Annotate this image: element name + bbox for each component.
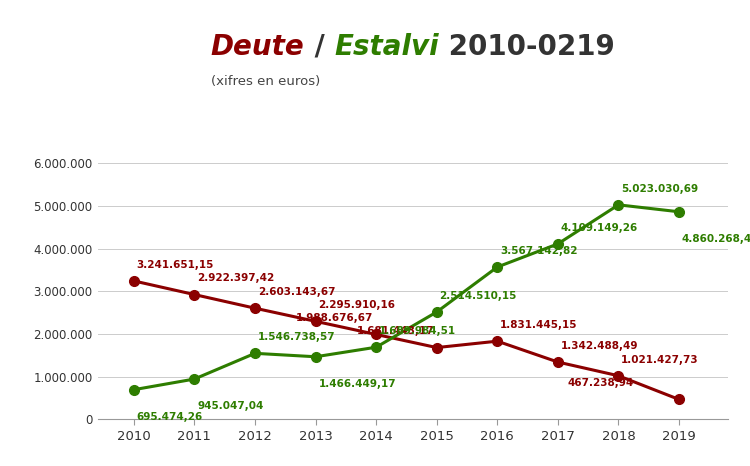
Text: /: / <box>304 33 334 61</box>
Text: 467.238,94: 467.238,94 <box>568 378 634 388</box>
Text: 1.342.488,49: 1.342.488,49 <box>561 341 638 351</box>
Text: 695.474,26: 695.474,26 <box>136 412 202 422</box>
Text: Estalvi: Estalvi <box>334 33 439 61</box>
Text: Deute: Deute <box>211 33 304 61</box>
Text: 2.514.510,15: 2.514.510,15 <box>440 291 517 301</box>
Text: 2.603.143,67: 2.603.143,67 <box>258 287 335 297</box>
Text: 5.023.030,69: 5.023.030,69 <box>621 184 698 194</box>
Text: 1.681.443,17: 1.681.443,17 <box>356 327 434 336</box>
Text: 1.988.676,67: 1.988.676,67 <box>296 313 374 323</box>
Text: 1.466.449,17: 1.466.449,17 <box>318 379 396 389</box>
Text: 2.295.910,16: 2.295.910,16 <box>318 300 395 310</box>
Text: 2010-0219: 2010-0219 <box>439 33 614 61</box>
Text: 4.109.149,26: 4.109.149,26 <box>561 223 638 233</box>
Text: 945.047,04: 945.047,04 <box>197 401 263 411</box>
Text: 1.546.738,57: 1.546.738,57 <box>258 332 335 342</box>
Text: 3.567.142,82: 3.567.142,82 <box>500 246 578 256</box>
Text: (xifres en euros): (xifres en euros) <box>211 75 320 88</box>
Text: 2.922.397,42: 2.922.397,42 <box>197 274 274 283</box>
Text: 3.241.651,15: 3.241.651,15 <box>136 260 214 270</box>
Text: 1.689.984,51: 1.689.984,51 <box>379 326 456 336</box>
Text: 4.860.268,49: 4.860.268,49 <box>682 234 750 244</box>
Text: 1.021.427,73: 1.021.427,73 <box>621 355 699 365</box>
Text: 1.831.445,15: 1.831.445,15 <box>500 320 578 330</box>
